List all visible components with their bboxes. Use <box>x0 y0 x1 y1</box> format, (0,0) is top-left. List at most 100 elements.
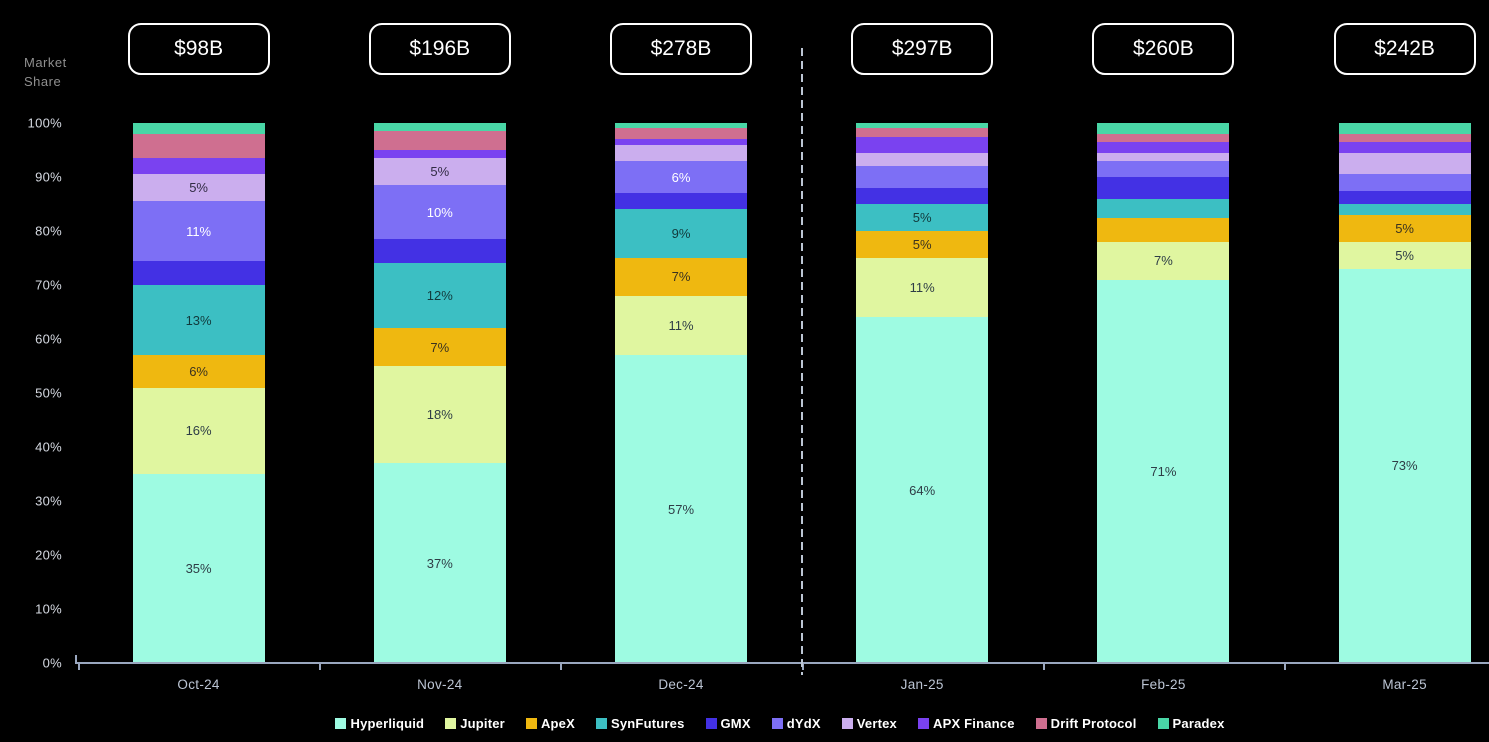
bar-segment-jupiter: 16% <box>132 387 265 474</box>
bar-segment-vertex <box>856 152 989 167</box>
y-tick-label: 30% <box>35 493 62 509</box>
bar-segment-apx-finance <box>615 139 747 145</box>
y-tick-label: 70% <box>35 277 62 293</box>
bar-segment-paradex <box>615 123 747 129</box>
x-axis-line <box>75 662 1489 664</box>
x-axis-label: Jan-25 <box>900 677 944 692</box>
legend-swatch <box>705 718 717 729</box>
bar-segment-drift-protocol <box>615 128 747 140</box>
segment-percent-label: 11% <box>186 223 212 239</box>
y-tick-label: 50% <box>35 385 62 401</box>
stacked-bar: 64% 11% 5% 5% <box>856 123 989 663</box>
x-axis-label: Nov-24 <box>417 677 463 692</box>
bar-segment-apex: 7% <box>373 328 506 367</box>
legend-label: SynFutures <box>610 716 685 731</box>
legend-label: Vertex <box>856 716 897 731</box>
bar-segment-gmx <box>615 193 747 210</box>
bar-segment-hyperliquid: 71% <box>1097 279 1230 663</box>
bar-segment-drift-protocol <box>1338 133 1471 142</box>
total-volume-badge: $278B <box>610 23 752 75</box>
segment-percent-label: 64% <box>909 482 936 498</box>
bar-segment-apx-finance <box>132 158 265 175</box>
bar-segment-paradex <box>856 123 989 129</box>
legend-item-gmx: GMX <box>705 716 751 731</box>
bar-segment-drift-protocol <box>856 128 989 137</box>
legend-swatch <box>1157 718 1169 729</box>
legend-swatch <box>1035 718 1047 729</box>
bar-segment-apx-finance <box>1097 141 1230 153</box>
segment-percent-label: 5% <box>1395 247 1414 263</box>
y-tick-label: 40% <box>35 439 62 455</box>
total-volume-badge: $297B <box>851 23 994 75</box>
legend-item-paradex: Paradex <box>1157 716 1225 731</box>
x-axis-tick <box>801 664 804 670</box>
bar-segment-vertex <box>1097 152 1230 161</box>
legend-item-apex: ApeX <box>525 716 575 731</box>
legend-swatch <box>771 718 783 729</box>
y-tick-label: 20% <box>35 547 62 563</box>
bar-segment-hyperliquid: 73% <box>1338 268 1471 663</box>
y-axis-title: Market Share <box>24 55 67 89</box>
bar-segment-apex: 5% <box>1338 214 1471 242</box>
total-volume-badge: $98B <box>127 23 270 75</box>
segment-percent-label: 5% <box>430 164 450 180</box>
x-axis-label: Feb-25 <box>1141 677 1186 692</box>
y-tick-label: 0% <box>42 655 62 671</box>
bar-segment-jupiter: 18% <box>373 366 506 464</box>
x-axis-label: Oct-24 <box>177 677 220 692</box>
x-axis-tick <box>1042 664 1045 670</box>
legend-item-hyperliquid: Hyperliquid <box>335 716 424 731</box>
bar-segment-paradex <box>1338 123 1471 134</box>
y-tick-label: 10% <box>35 601 62 617</box>
segment-percent-label: 12% <box>426 288 453 304</box>
segment-percent-label: 5% <box>912 210 932 226</box>
segment-percent-label: 10% <box>426 204 453 220</box>
bar-segment-synfutures: 9% <box>615 209 747 259</box>
y-tick-label: 60% <box>35 331 62 347</box>
legend-swatch <box>841 718 853 729</box>
legend-label: ApeX <box>540 716 575 731</box>
x-axis-tick <box>560 664 563 670</box>
total-volume-badge: $196B <box>368 23 511 75</box>
bar-segment-jupiter: 5% <box>1338 241 1471 269</box>
segment-percent-label: 71% <box>1150 463 1177 479</box>
legend-label: APX Finance <box>932 716 1015 731</box>
segment-percent-label: 11% <box>909 280 935 296</box>
stacked-bar: 37% 18% 7% 12% 10% 5% <box>373 123 506 663</box>
bar-segment-drift-protocol <box>132 133 265 159</box>
segment-percent-label: 18% <box>426 407 453 423</box>
x-axis-tick <box>319 664 322 670</box>
legend-swatch <box>525 718 537 729</box>
segment-percent-label: 73% <box>1391 458 1418 474</box>
bar-segment-gmx <box>373 239 506 264</box>
bar-segment-jupiter: 7% <box>1097 241 1230 280</box>
segment-percent-label: 35% <box>185 561 212 576</box>
legend-item-jupiter: Jupiter <box>445 716 505 731</box>
bar-segment-vertex <box>1338 152 1471 175</box>
legend-label: Hyperliquid <box>350 716 425 731</box>
legend-label: Jupiter <box>460 716 505 731</box>
legend-swatch <box>917 718 929 729</box>
bar-segment-vertex: 5% <box>373 158 506 186</box>
bar-segment-vertex <box>615 144 747 161</box>
segment-percent-label: 16% <box>185 423 212 439</box>
y-axis-tick-labels: 0% 10% 20% 30% 40% 50% 60% 70% 80% 90% 100% <box>0 0 62 742</box>
bar-segment-apx-finance <box>1338 141 1471 153</box>
bar-segment-synfutures: 12% <box>373 263 506 329</box>
bar-segment-synfutures: 13% <box>132 285 265 356</box>
bar-segment-synfutures <box>1338 204 1471 215</box>
bar-segment-apex: 6% <box>132 355 265 388</box>
legend-label: Paradex <box>1172 716 1225 731</box>
y-tick-label: 80% <box>35 223 62 239</box>
segment-percent-label: 13% <box>185 312 212 328</box>
legend-label: GMX <box>720 716 751 731</box>
bar-segment-dydx: 6% <box>615 160 747 194</box>
legend-label: dYdX <box>786 716 821 731</box>
legend: Hyperliquid Jupiter ApeX SynFutures GMX dYdX V… <box>78 716 1482 731</box>
bar-segment-vertex: 5% <box>132 174 265 202</box>
legend-item-drift-protocol: Drift Protocol <box>1035 716 1137 731</box>
bar-segment-gmx <box>1338 190 1471 205</box>
legend-item-apx-finance: APX Finance <box>917 716 1015 731</box>
total-volume-badge: $260B <box>1092 23 1235 75</box>
segment-percent-label: 11% <box>668 318 694 333</box>
